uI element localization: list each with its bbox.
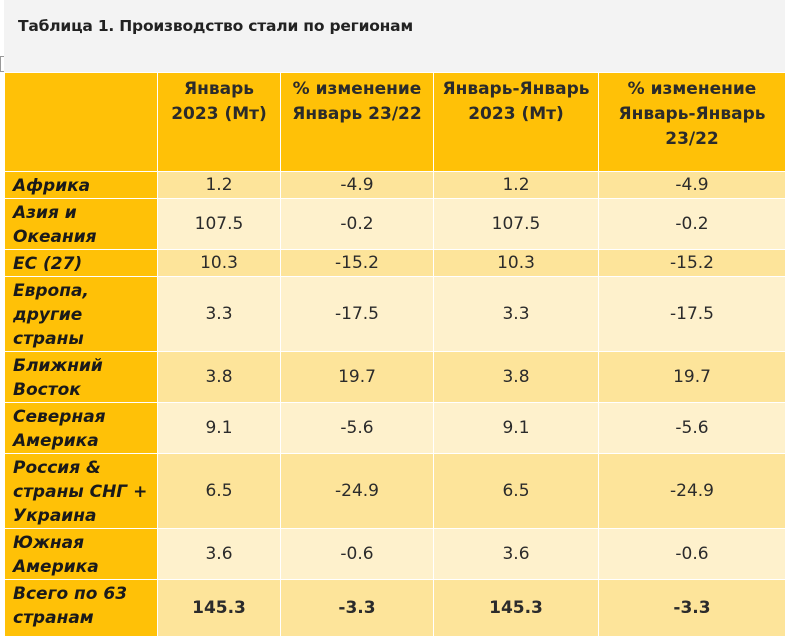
table-row: Европа, другие страны 3.3 -17.5 3.3 -17.… [4,276,786,352]
table-row: Северная Америка 9.1 -5.6 9.1 -5.6 [4,402,786,454]
value-cell: -17.5 [280,276,434,352]
value-cell: 10.3 [433,249,599,277]
steel-production-table: Январь 2023 (Мт) % изменение Январь 23/2… [4,72,786,637]
region-cell: Европа, другие страны [4,276,158,352]
value-cell: 107.5 [433,198,599,250]
header-corner [4,72,158,172]
value-cell: -0.6 [598,528,786,580]
table-row: Азия и Океания 107.5 -0.2 107.5 -0.2 [4,198,786,250]
value-cell: 1.2 [433,171,599,199]
value-cell: 107.5 [157,198,281,250]
region-cell: Всего по 63 странам [4,579,158,637]
region-cell: Южная Америка [4,528,158,580]
header-jan-2023: Январь 2023 (Мт) [157,72,281,172]
value-cell: -24.9 [598,453,786,529]
value-cell: 19.7 [598,351,786,403]
value-cell: -15.2 [598,249,786,277]
title-bar: Таблица 1. Производство стали по региона… [4,0,785,72]
total-row: Всего по 63 странам 145.3 -3.3 145.3 -3.… [4,579,786,637]
table-row: ЕС (27) 10.3 -15.2 10.3 -15.2 [4,249,786,277]
region-cell: Россия & страны СНГ + Украина [4,453,158,529]
header-change-jan: % изменение Январь 23/22 [280,72,434,172]
table-row: Африка 1.2 -4.9 1.2 -4.9 [4,171,786,199]
value-cell: 6.5 [433,453,599,529]
table-row: Россия & страны СНГ + Украина 6.5 -24.9 … [4,453,786,529]
resize-handle [0,56,4,72]
header-jan-jan-2023: Январь-Январь 2023 (Мт) [433,72,599,172]
value-cell: -5.6 [280,402,434,454]
value-cell: 3.6 [157,528,281,580]
value-cell: -5.6 [598,402,786,454]
region-cell: Африка [4,171,158,199]
value-cell: -15.2 [280,249,434,277]
value-cell: -0.2 [598,198,786,250]
header-change-jan-jan: % изменение Январь-Январь 23/22 [598,72,786,172]
value-cell: 9.1 [433,402,599,454]
region-cell: Ближний Восток [4,351,158,403]
value-cell: -4.9 [280,171,434,199]
region-cell: Азия и Океания [4,198,158,250]
value-cell: -17.5 [598,276,786,352]
value-cell: 19.7 [280,351,434,403]
value-cell: 145.3 [157,579,281,637]
value-cell: -3.3 [280,579,434,637]
value-cell: 1.2 [157,171,281,199]
value-cell: 3.8 [157,351,281,403]
value-cell: 9.1 [157,402,281,454]
value-cell: -4.9 [598,171,786,199]
value-cell: -24.9 [280,453,434,529]
value-cell: 3.8 [433,351,599,403]
value-cell: 3.3 [157,276,281,352]
value-cell: 3.3 [433,276,599,352]
region-cell: Северная Америка [4,402,158,454]
value-cell: -0.2 [280,198,434,250]
value-cell: 145.3 [433,579,599,637]
value-cell: 10.3 [157,249,281,277]
table-row: Ближний Восток 3.8 19.7 3.8 19.7 [4,351,786,403]
header-row: Январь 2023 (Мт) % изменение Январь 23/2… [4,72,786,172]
table-row: Южная Америка 3.6 -0.6 3.6 -0.6 [4,528,786,580]
region-cell: ЕС (27) [4,249,158,277]
value-cell: 6.5 [157,453,281,529]
table-title: Таблица 1. Производство стали по региона… [18,17,413,35]
value-cell: -0.6 [280,528,434,580]
value-cell: 3.6 [433,528,599,580]
value-cell: -3.3 [598,579,786,637]
